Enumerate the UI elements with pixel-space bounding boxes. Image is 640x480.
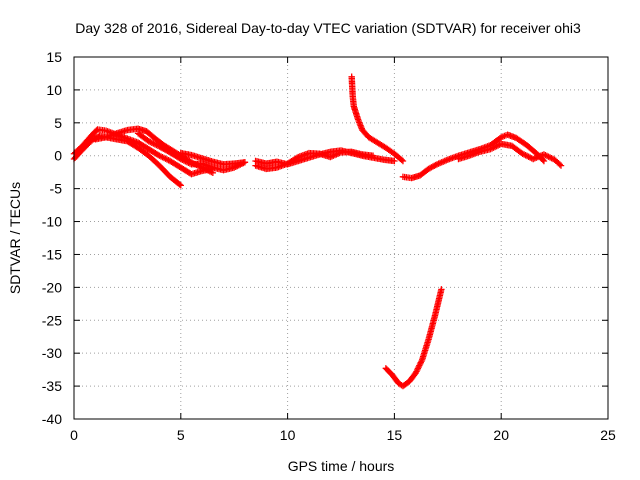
y-axis-title: SDTVAR / TECUs	[7, 182, 23, 294]
data-point	[413, 368, 420, 375]
data-point	[391, 157, 398, 165]
x-tick-label: 20	[493, 427, 509, 443]
data-point	[556, 161, 563, 168]
y-tick-label: -40	[42, 411, 62, 427]
y-tick-label: -10	[42, 214, 62, 230]
data-point	[557, 162, 565, 169]
data-points	[70, 73, 565, 390]
x-axis-title: GPS time / hours	[288, 458, 395, 474]
plot-frame	[73, 56, 609, 420]
x-tick-label: 15	[387, 427, 403, 443]
data-point	[417, 359, 424, 366]
data-point	[438, 286, 445, 293]
data-point	[176, 181, 183, 188]
x-tick-labels: 0 5 10 15 20 25	[70, 427, 616, 443]
data-point	[241, 159, 249, 166]
y-tick-label: -15	[42, 246, 62, 262]
chart-title: Day 328 of 2016, Sidereal Day-to-day VTE…	[75, 20, 581, 36]
y-tick-label: 15	[46, 49, 62, 65]
data-point	[415, 363, 422, 371]
data-point	[369, 152, 377, 159]
y-tick-label: 0	[54, 148, 62, 164]
y-tick-label: 5	[54, 115, 62, 131]
series-track-10	[455, 140, 565, 169]
series-track-5	[177, 149, 249, 168]
series-track-8	[348, 73, 407, 165]
series-track-7	[252, 148, 377, 173]
data-point	[416, 360, 424, 368]
data-point	[418, 358, 425, 365]
data-point	[432, 161, 439, 169]
series-track-11	[382, 286, 445, 390]
x-tick-label: 10	[280, 427, 296, 443]
data-point	[398, 156, 405, 164]
data-point	[416, 362, 423, 369]
y-tick-label: 10	[46, 82, 62, 98]
data-point	[293, 154, 301, 162]
y-tick-label: -5	[50, 181, 63, 197]
data-point	[412, 369, 419, 377]
data-point	[413, 366, 421, 374]
y-tick-labels: 15 10 5 0 -5 -10 -15 -20 -25 -30 -35 -40	[42, 49, 62, 427]
data-point	[540, 157, 548, 165]
series-track-4	[134, 130, 249, 174]
x-tick-label: 0	[70, 427, 78, 443]
x-tick-label: 5	[177, 427, 185, 443]
series-track-9	[399, 131, 548, 182]
series-track-2	[70, 126, 217, 178]
data-point	[177, 182, 184, 189]
y-tick-label: -20	[42, 279, 62, 295]
x-tick-label: 25	[600, 427, 616, 443]
y-tick-label: -30	[42, 345, 62, 361]
data-point	[414, 365, 422, 372]
data-point	[399, 157, 407, 165]
y-tick-label: -25	[42, 312, 62, 328]
y-tick-label: -35	[42, 378, 62, 394]
